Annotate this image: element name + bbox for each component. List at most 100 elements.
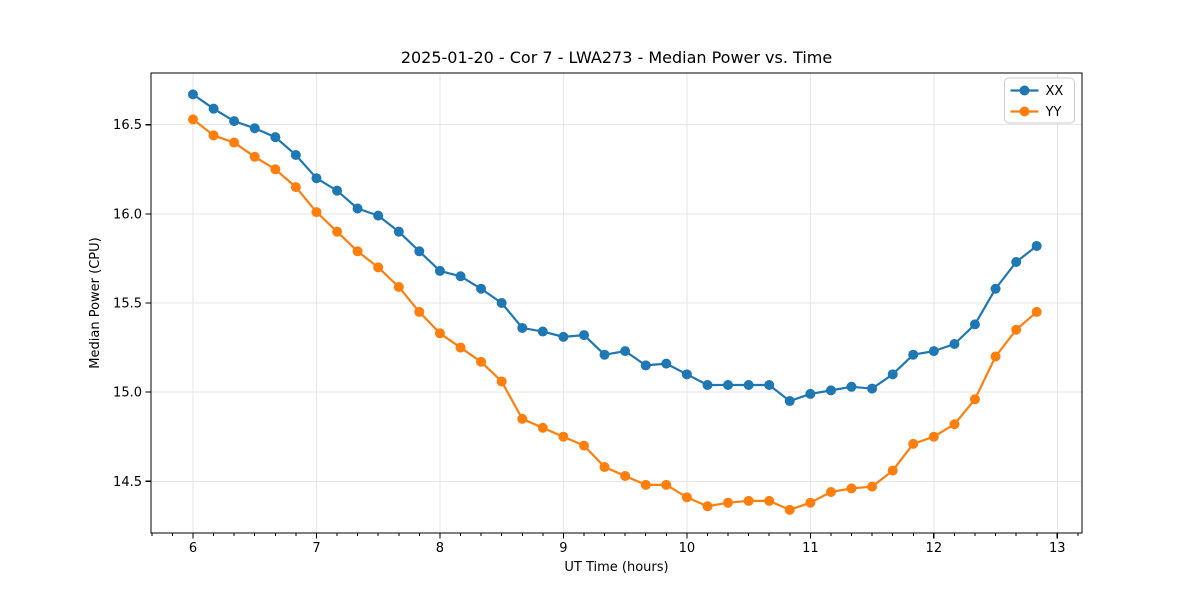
x-axis-label: UT Time (hours) [564,560,668,575]
y-tick-label: 16.5 [113,118,142,133]
data-point-xx [599,349,610,360]
data-point-xx [990,283,1001,294]
data-point-xx [1031,240,1042,251]
data-point-xx [579,330,590,341]
data-point-yy [620,470,631,481]
data-point-xx [928,346,939,357]
data-point-xx [517,322,528,333]
data-point-yy [681,492,692,503]
data-point-xx [620,346,631,357]
x-tick-label: 12 [926,541,943,556]
data-point-yy [393,281,404,292]
data-point-xx [825,385,836,396]
grid [151,73,1082,533]
data-point-yy [455,342,466,353]
legend-label-yy: YY [1045,105,1062,120]
data-point-xx [1011,256,1022,267]
data-point-yy [476,356,487,367]
data-point-yy [764,495,775,506]
data-point-xx [270,132,281,143]
legend: XX YY [1004,77,1075,124]
data-point-yy [825,486,836,497]
data-point-xx [764,380,775,391]
data-point-yy [969,394,980,405]
data-point-yy [722,497,733,508]
data-point-yy [332,226,343,237]
legend-label-xx: XX [1046,84,1064,99]
data-point-yy [908,438,919,449]
y-tick-label: 15.0 [113,386,142,401]
data-point-xx [867,383,878,394]
chart-title: 2025-01-20 - Cor 7 - LWA273 - Median Pow… [401,48,832,67]
data-point-xx [908,349,919,360]
x-tick-label: 6 [189,541,197,556]
data-point-xx [249,123,260,134]
data-point-xx [373,210,384,221]
data-point-xx [290,150,301,161]
data-point-xx [743,380,754,391]
data-point-yy [867,481,878,492]
data-point-yy [928,431,939,442]
data-point-xx [537,326,548,337]
data-point-yy [311,207,322,218]
data-point-xx [352,203,363,214]
y-tick-label: 16.0 [113,207,142,222]
data-point-yy [990,351,1001,362]
data-point-xx [681,369,692,380]
data-point-yy [1031,306,1042,317]
y-tick-label: 15.5 [113,297,142,312]
data-point-xx [455,271,466,282]
data-point-yy [537,422,548,433]
data-point-xx [332,185,343,196]
x-tick-label: 8 [436,541,444,556]
data-point-yy [599,462,610,473]
data-point-yy [229,137,240,148]
data-point-yy [640,479,651,490]
x-tick-label: 10 [679,541,696,556]
data-point-yy [702,501,713,512]
x-tick-label: 11 [802,541,819,556]
data-point-xx [784,396,795,407]
x-tick-label: 13 [1049,541,1066,556]
data-point-xx [661,358,672,369]
data-point-yy [434,328,445,339]
data-point-xx [949,339,960,350]
data-point-xx [496,298,507,308]
data-point-xx [805,388,816,399]
data-point-yy [373,262,384,273]
data-point-yy [558,431,569,442]
data-point-yy [949,419,960,430]
legend-box [1004,77,1075,124]
data-point-xx [414,246,425,257]
data-point-yy [414,306,425,317]
data-point-yy [743,495,754,506]
data-point-yy [579,440,590,451]
series [187,89,1042,515]
data-point-xx [434,265,445,276]
data-point-xx [846,381,857,392]
data-point-yy [352,246,363,257]
data-point-yy [805,497,816,508]
data-point-yy [517,413,528,424]
data-point-xx [311,173,322,184]
x-tick-label: 9 [559,541,567,556]
y-axis-label: Median Power (CPU) [88,237,103,368]
data-point-xx [722,380,733,391]
data-point-xx [969,319,980,330]
axes: 6 7 8 9 10 11 12 13 14.5 15.0 15.5 16.0 16.5 [113,72,1083,556]
data-point-xx [476,283,487,294]
data-point-xx [229,116,240,127]
data-point-yy [208,130,219,141]
data-point-xx [887,369,898,380]
data-point-xx [393,226,404,237]
data-point-xx [208,103,219,114]
data-point-yy [661,479,672,490]
data-point-yy [290,182,301,193]
data-point-yy [496,376,507,387]
data-point-yy [1011,324,1022,335]
legend-marker [1019,106,1030,117]
data-point-yy [784,504,795,515]
data-point-yy [249,151,260,162]
y-tick-label: 14.5 [113,475,142,490]
